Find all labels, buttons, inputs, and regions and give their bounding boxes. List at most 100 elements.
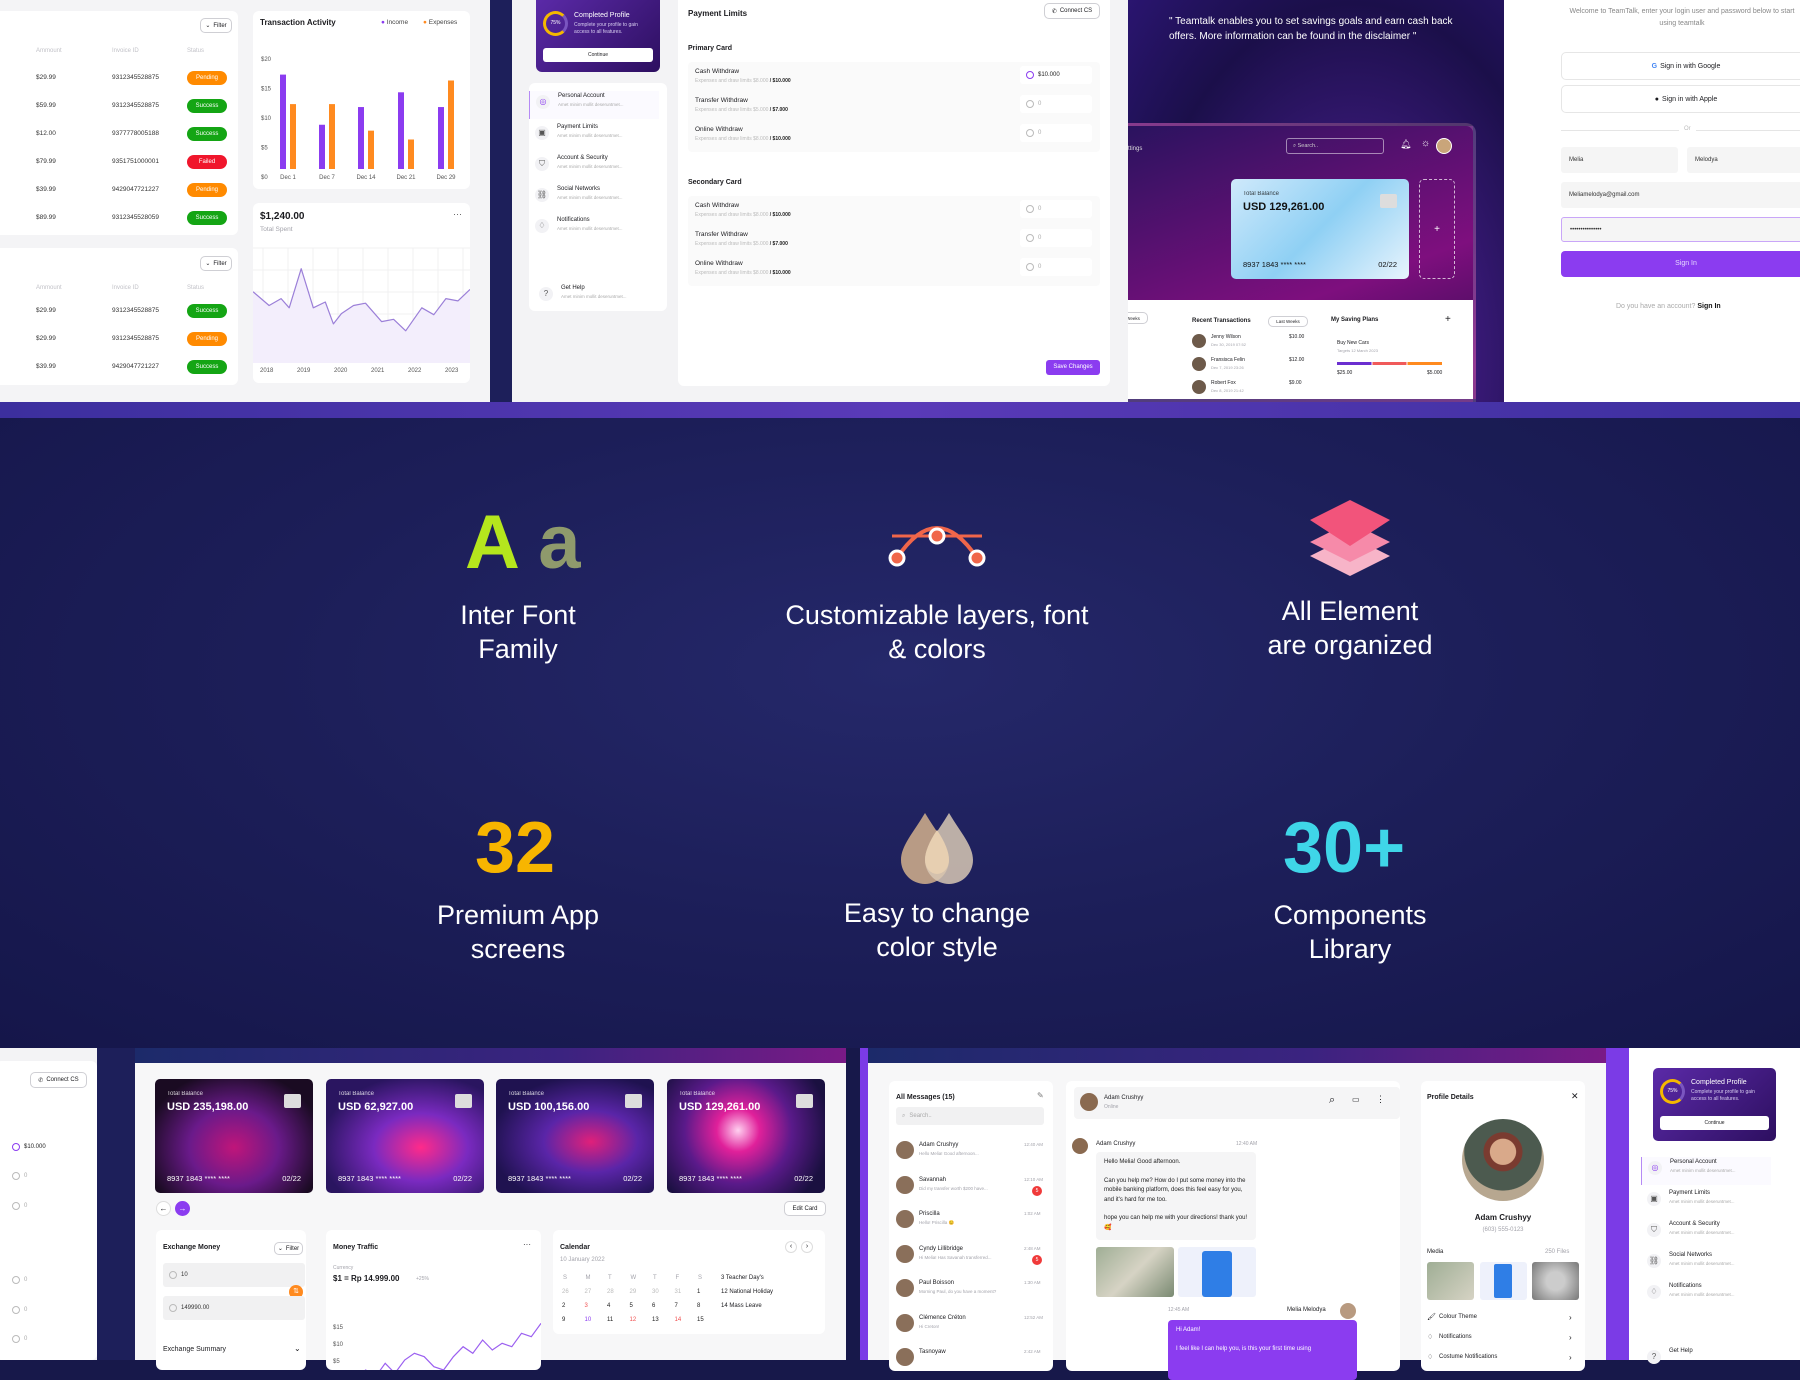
profile-option[interactable]: 🖌︎ Colour Theme › bbox=[1427, 1313, 1577, 1327]
menu-item-personal-account[interactable]: ◎ Personal Account Amet minim mollit deser… bbox=[529, 91, 659, 119]
filter-button[interactable]: ⌄ Filter bbox=[274, 1242, 303, 1255]
connect-cs-button[interactable]: ✆ Connect CS bbox=[1044, 3, 1100, 19]
avatar[interactable] bbox=[1436, 138, 1452, 154]
continue-button[interactable]: Continue bbox=[1660, 1116, 1769, 1130]
sun-icon[interactable]: ☼ bbox=[1421, 138, 1431, 149]
continue-button[interactable]: Continue bbox=[543, 48, 653, 62]
conversation-item[interactable]: Savannah Did my transfer worth $200 have.… bbox=[889, 1174, 1053, 1204]
exchange-to-input[interactable]: 149990.00 bbox=[163, 1296, 305, 1320]
more-icon[interactable]: ··· bbox=[523, 1240, 531, 1249]
limit-input[interactable]: 0 bbox=[6, 1198, 79, 1214]
limit-input[interactable]: 0 bbox=[6, 1331, 79, 1347]
credit-card[interactable]: Total Balance USD 235,198.00 8937 1843 ***… bbox=[155, 1079, 313, 1193]
calendar-day[interactable]: 4 bbox=[607, 1303, 611, 1309]
menu-item-notifications[interactable]: ♢ Notifications Amet minim mollit deserunt… bbox=[1641, 1281, 1771, 1309]
limit-input[interactable]: 0 bbox=[6, 1168, 79, 1184]
calendar-day[interactable]: 30 bbox=[652, 1289, 659, 1295]
menu-item-payment-limits[interactable]: ▣ Payment Limits Amet minim mollit deserun… bbox=[529, 122, 659, 150]
conversation-item[interactable]: Priscilla Hello! Priscilla 😊 1:02 AM bbox=[889, 1208, 1053, 1238]
calendar-day[interactable]: 15 bbox=[697, 1317, 704, 1323]
add-plan-button[interactable]: + bbox=[1445, 314, 1451, 325]
save-changes-button[interactable]: Save Changes bbox=[1046, 360, 1100, 375]
filter-button[interactable]: ⌄ Filter bbox=[200, 256, 232, 271]
menu-item-get-help[interactable]: ? Get Help Amet minim mollit deseruntmet… bbox=[533, 283, 663, 311]
limit-input[interactable]: $10.000 bbox=[6, 1139, 79, 1155]
more-vertical-icon[interactable]: ⋮ bbox=[1376, 1094, 1385, 1104]
limit-input[interactable]: 0 bbox=[1020, 95, 1092, 113]
last-weeks-filter[interactable]: Last Weeks bbox=[1268, 316, 1308, 327]
calendar-day[interactable]: 6 bbox=[652, 1303, 656, 1309]
calendar-day[interactable]: 11 bbox=[607, 1317, 614, 1323]
limit-input[interactable]: 0 bbox=[6, 1272, 79, 1288]
search-input[interactable]: ⌕ Search.. bbox=[896, 1107, 1044, 1125]
calendar-day[interactable]: 10 bbox=[584, 1317, 592, 1323]
credit-card[interactable]: Total Balance USD 129,261.00 8937 1843 ***… bbox=[667, 1079, 825, 1193]
calendar-day[interactable]: 29 bbox=[629, 1289, 637, 1295]
calendar-day[interactable]: 5 bbox=[629, 1303, 633, 1309]
swap-button[interactable]: ⇅ bbox=[289, 1285, 303, 1299]
connect-cs-button[interactable]: ✆ Connect CS bbox=[30, 1072, 87, 1088]
menu-item-account-security[interactable]: ⛉ Account & Security Amet minim mollit des… bbox=[1641, 1219, 1771, 1247]
edit-card-button[interactable]: Edit Card bbox=[784, 1201, 826, 1216]
email-input[interactable]: Meliamelodya@gmail.com bbox=[1561, 182, 1800, 208]
balance-card[interactable]: Total Balance USD 129,261.00 8937 1843 *… bbox=[1231, 179, 1409, 279]
calendar-day[interactable]: 2 bbox=[562, 1303, 566, 1309]
search-icon[interactable]: ⌕ bbox=[1329, 1094, 1336, 1106]
menu-item-social-networks[interactable]: ⛓ Social Networks Amet minim mollit deseru… bbox=[1641, 1250, 1771, 1278]
more-icon[interactable]: ··· bbox=[453, 209, 462, 219]
close-icon[interactable]: ✕ bbox=[1571, 1091, 1579, 1101]
nav-settings-fragment[interactable]: ttings bbox=[1128, 146, 1143, 152]
calendar-prev-button[interactable]: ‹ bbox=[785, 1241, 797, 1253]
conversation-item[interactable]: Adam Crushyy Hello Melia! Good afternoon.… bbox=[889, 1139, 1053, 1169]
calendar-day[interactable]: 12 bbox=[629, 1317, 637, 1323]
profile-option[interactable]: ♢ Notifications › bbox=[1427, 1333, 1577, 1347]
calendar-next-button[interactable]: › bbox=[801, 1241, 813, 1253]
media-thumb[interactable] bbox=[1480, 1262, 1527, 1300]
limit-input[interactable]: 0 bbox=[1020, 258, 1092, 276]
calendar-day[interactable]: 8 bbox=[697, 1303, 701, 1309]
menu-item-social-networks[interactable]: ⛓ Social Networks Amet minim mollit deseru… bbox=[529, 184, 659, 212]
calendar-day[interactable]: 31 bbox=[674, 1289, 682, 1295]
calendar-day[interactable]: 7 bbox=[674, 1303, 678, 1309]
google-signin-button[interactable]: G Sign in with Google bbox=[1561, 52, 1800, 80]
calendar-day[interactable]: 26 bbox=[562, 1289, 569, 1295]
limit-input[interactable]: 0 bbox=[1020, 200, 1092, 218]
limit-input[interactable]: $10.000 bbox=[1020, 66, 1092, 84]
menu-item-get-help[interactable]: ? Get Help bbox=[1641, 1346, 1781, 1374]
conversation-item[interactable]: Paul Boisson Morning Paul, do you have a … bbox=[889, 1277, 1053, 1307]
last-name-input[interactable]: Melodya bbox=[1687, 147, 1800, 173]
conversation-item[interactable]: Tasnoyaw 2:42 AM bbox=[889, 1346, 1053, 1376]
calendar-day[interactable]: 13 bbox=[652, 1317, 659, 1323]
profile-option[interactable]: ♢ Costume Notifications › bbox=[1427, 1353, 1577, 1367]
qr-phone-image[interactable] bbox=[1178, 1247, 1256, 1297]
sign-in-button[interactable]: Sign In bbox=[1561, 251, 1800, 277]
apple-signin-button[interactable]: ● Sign in with Apple bbox=[1561, 85, 1800, 113]
limit-input[interactable]: 0 bbox=[1020, 124, 1092, 142]
calendar-day[interactable]: 28 bbox=[607, 1289, 614, 1295]
prev-arrow-button[interactable]: ← bbox=[156, 1201, 171, 1216]
password-input[interactable]: ••••••••••••••• bbox=[1561, 217, 1800, 242]
exchange-from-input[interactable]: 10 bbox=[163, 1263, 305, 1287]
weeks-filter[interactable]: Weeks bbox=[1128, 312, 1148, 324]
calendar-day[interactable]: 14 bbox=[674, 1317, 682, 1323]
media-thumb[interactable] bbox=[1532, 1262, 1579, 1300]
video-call-icon[interactable]: ▭ bbox=[1352, 1095, 1360, 1104]
next-arrow-button[interactable]: → bbox=[175, 1201, 190, 1216]
limit-input[interactable]: 0 bbox=[6, 1302, 79, 1318]
limit-input[interactable]: 0 bbox=[1020, 229, 1092, 247]
calendar-day[interactable]: 3 bbox=[584, 1303, 588, 1309]
sign-in-link[interactable]: Sign In bbox=[1697, 303, 1721, 310]
menu-item-notifications[interactable]: ♢ Notifications Amet minim mollit deserunt… bbox=[529, 215, 659, 243]
menu-item-payment-limits[interactable]: ▣ Payment Limits Amet minim mollit deserun… bbox=[1641, 1188, 1771, 1216]
conversation-item[interactable]: Clémence Créton Hi Creton! 12:52 AM bbox=[889, 1312, 1053, 1342]
credit-card[interactable]: Total Balance USD 100,156.00 8937 1843 ***… bbox=[496, 1079, 654, 1193]
calendar-day[interactable]: 1 bbox=[697, 1289, 701, 1295]
credit-card[interactable]: Total Balance USD 62,927.00 8937 1843 ****… bbox=[326, 1079, 484, 1193]
edit-icon[interactable]: ✎ bbox=[1037, 1091, 1044, 1100]
chevron-down-icon[interactable]: ⌄ bbox=[294, 1344, 301, 1353]
media-thumb[interactable] bbox=[1427, 1262, 1474, 1300]
menu-item-personal-account[interactable]: ◎ Personal Account Amet minim mollit deser… bbox=[1641, 1157, 1771, 1185]
first-name-input[interactable]: Melia bbox=[1561, 147, 1678, 173]
menu-item-account-security[interactable]: ⛉ Account & Security Amet minim mollit des… bbox=[529, 153, 659, 181]
calendar-day[interactable]: 27 bbox=[584, 1289, 592, 1295]
